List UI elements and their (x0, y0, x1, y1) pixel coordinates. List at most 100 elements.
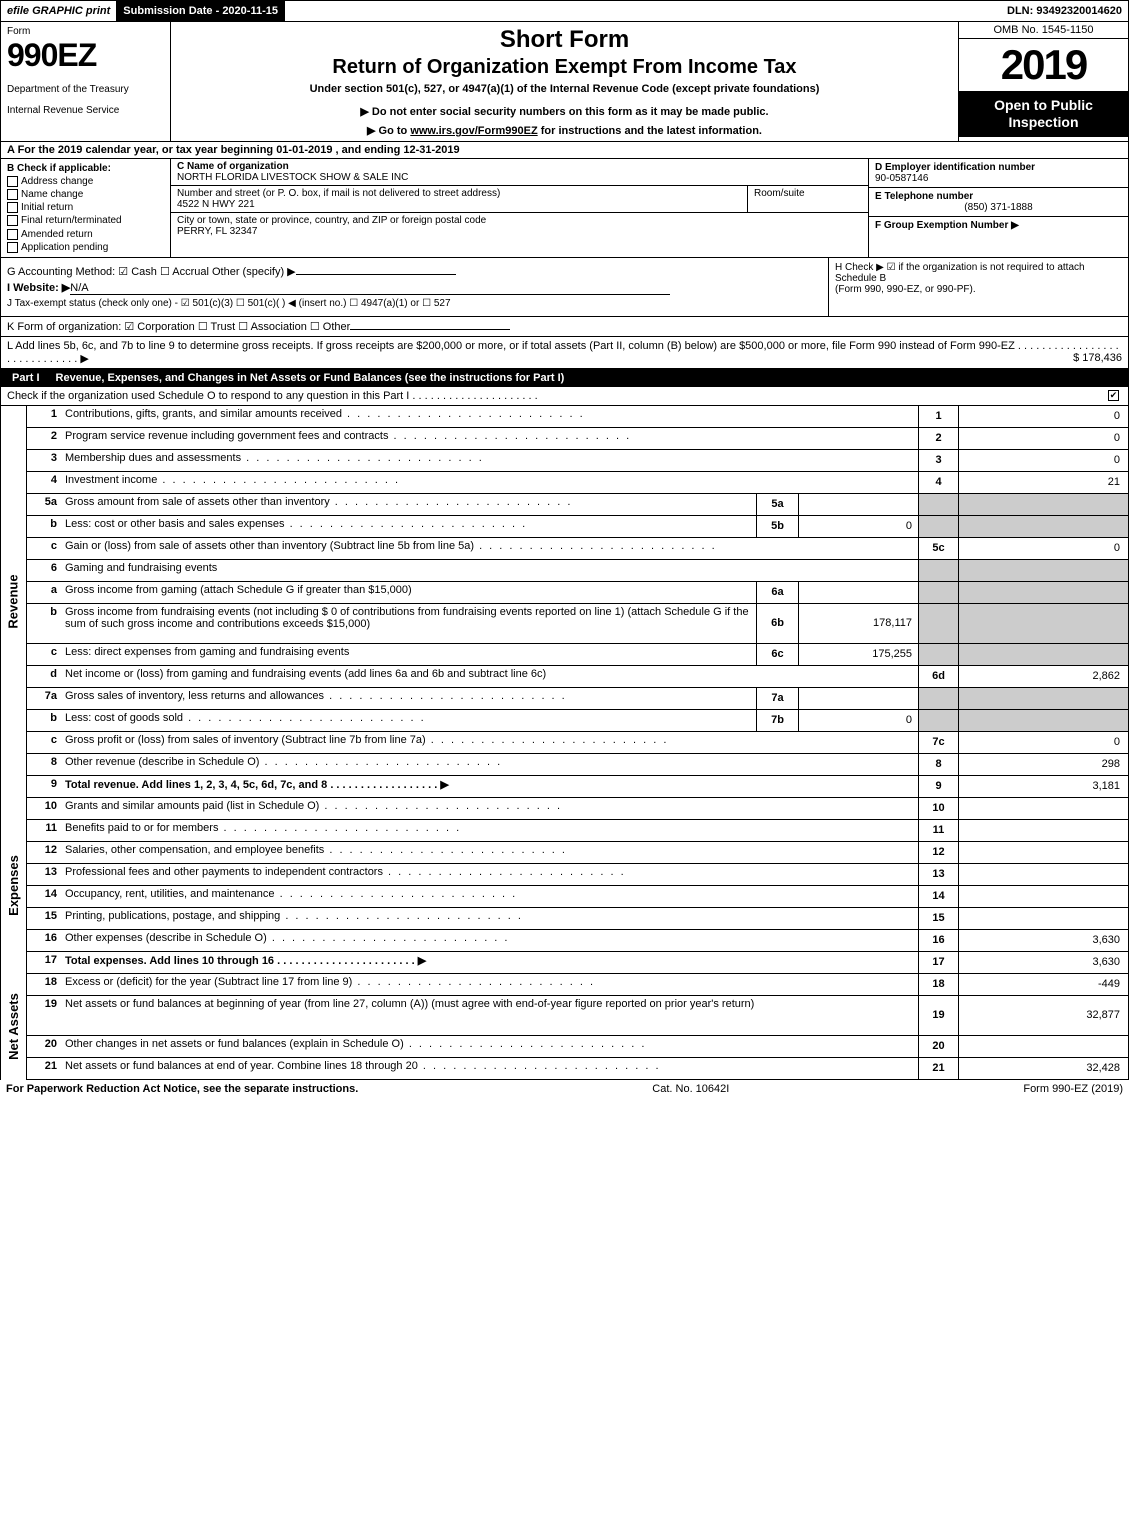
cb-initial-return[interactable]: Initial return (7, 202, 164, 213)
l20-lineno: 20 (918, 1036, 958, 1057)
revenue-section: Revenue 1Contributions, gifts, grants, a… (0, 406, 1129, 798)
other-specify-line[interactable] (296, 274, 456, 275)
line-6c: cLess: direct expenses from gaming and f… (27, 644, 1128, 666)
address-row: Number and street (or P. O. box, if mail… (171, 186, 868, 213)
cb-address-change-label: Address change (21, 176, 93, 187)
l1-val: 0 (958, 406, 1128, 427)
l6-num: 6 (27, 560, 61, 581)
l7a-val (958, 688, 1128, 709)
l9-desc: Total revenue. Add lines 1, 2, 3, 4, 5c,… (61, 776, 918, 797)
l4-val: 21 (958, 472, 1128, 493)
k-other-line[interactable] (350, 329, 510, 330)
cb-amended-return[interactable]: Amended return (7, 229, 164, 240)
line-7b: bLess: cost of goods sold7b0 (27, 710, 1128, 732)
l6-desc: Gaming and fundraising events (61, 560, 918, 581)
part1-check-row: Check if the organization used Schedule … (0, 387, 1129, 406)
l3-val: 0 (958, 450, 1128, 471)
netassets-side-label: Net Assets (1, 974, 27, 1080)
line-3: 3Membership dues and assessments30 (27, 450, 1128, 472)
line-19: 19Net assets or fund balances at beginni… (27, 996, 1128, 1036)
l5a-mini: 5a (756, 494, 798, 515)
line-7c: cGross profit or (loss) from sales of in… (27, 732, 1128, 754)
city-value: PERRY, FL 32347 (177, 226, 862, 237)
form-ref: Form 990-EZ (2019) (1023, 1083, 1123, 1095)
l14-val (958, 886, 1128, 907)
l17-val: 3,630 (958, 952, 1128, 973)
line-i: I Website: ▶N/A (7, 281, 822, 295)
revenue-side-label: Revenue (1, 406, 27, 798)
l10-desc: Grants and similar amounts paid (list in… (61, 798, 918, 819)
group-exemption-label: F Group Exemption Number ▶ (875, 220, 1019, 231)
entity-block: B Check if applicable: Address change Na… (0, 159, 1129, 258)
dept-treasury: Department of the Treasury (7, 84, 164, 95)
l7a-lineno (918, 688, 958, 709)
l5c-desc: Gain or (loss) from sale of assets other… (61, 538, 918, 559)
line-15: 15Printing, publications, postage, and s… (27, 908, 1128, 930)
box-b: B Check if applicable: Address change Na… (1, 159, 171, 257)
l19-val: 32,877 (958, 996, 1128, 1035)
line-20: 20Other changes in net assets or fund ba… (27, 1036, 1128, 1058)
street-label: Number and street (or P. O. box, if mail… (177, 188, 741, 199)
part1-checkbox[interactable] (1108, 390, 1119, 401)
room-cell: Room/suite (748, 186, 868, 212)
ghij-block: G Accounting Method: ☑ Cash ☐ Accrual Ot… (0, 258, 1129, 317)
line-13: 13Professional fees and other payments t… (27, 864, 1128, 886)
expenses-table: 10Grants and similar amounts paid (list … (27, 798, 1128, 974)
l6a-val (958, 582, 1128, 603)
line-8: 8Other revenue (describe in Schedule O)8… (27, 754, 1128, 776)
line-2: 2Program service revenue including gover… (27, 428, 1128, 450)
ssn-warning: ▶ Do not enter social security numbers o… (179, 105, 950, 118)
l6c-num: c (27, 644, 61, 665)
l15-lineno: 15 (918, 908, 958, 929)
under-section: Under section 501(c), 527, or 4947(a)(1)… (179, 83, 950, 95)
line-9: 9Total revenue. Add lines 1, 2, 3, 4, 5c… (27, 776, 1128, 798)
goto-link[interactable]: www.irs.gov/Form990EZ (410, 125, 537, 137)
l6a-desc: Gross income from gaming (attach Schedul… (61, 582, 756, 603)
l7b-val (958, 710, 1128, 731)
l6b-mval: 178,117 (798, 604, 918, 643)
l19-num: 19 (27, 996, 61, 1035)
header-right: OMB No. 1545-1150 2019 Open to Public In… (958, 22, 1128, 141)
l6b-desc: Gross income from fundraising events (no… (61, 604, 756, 643)
l5a-lineno (918, 494, 958, 515)
goto-line: ▶ Go to www.irs.gov/Form990EZ for instru… (179, 124, 950, 137)
cb-initial-return-label: Initial return (21, 202, 73, 213)
box-d-e-f: D Employer identification number 90-0587… (868, 159, 1128, 257)
l6b-val (958, 604, 1128, 643)
ein-value: 90-0587146 (875, 173, 1122, 184)
l18-lineno: 18 (918, 974, 958, 995)
l5a-mval (798, 494, 918, 515)
l14-desc: Occupancy, rent, utilities, and maintena… (61, 886, 918, 907)
cb-address-change[interactable]: Address change (7, 176, 164, 187)
l16-val: 3,630 (958, 930, 1128, 951)
l9-lineno: 9 (918, 776, 958, 797)
line-j: J Tax-exempt status (check only one) - ☑… (7, 298, 822, 309)
h-line2: (Form 990, 990-EZ, or 990-PF). (835, 284, 1122, 295)
cb-name-change[interactable]: Name change (7, 189, 164, 200)
cb-application-pending[interactable]: Application pending (7, 242, 164, 253)
efile-print[interactable]: efile GRAPHIC print (1, 1, 117, 21)
omb-number: OMB No. 1545-1150 (959, 22, 1128, 39)
l16-num: 16 (27, 930, 61, 951)
revenue-label-text: Revenue (6, 575, 21, 629)
tel-value: (850) 371-1888 (875, 202, 1122, 213)
l6d-lineno: 6d (918, 666, 958, 687)
line-5a: 5aGross amount from sale of assets other… (27, 494, 1128, 516)
part1-check-text: Check if the organization used Schedule … (7, 390, 1108, 402)
box-b-header: B Check if applicable: (7, 163, 164, 174)
org-name-cell: C Name of organization NORTH FLORIDA LIV… (171, 159, 868, 186)
h-line1: H Check ▶ ☑ if the organization is not r… (835, 262, 1122, 284)
l6c-mval: 175,255 (798, 644, 918, 665)
line-12: 12Salaries, other compensation, and empl… (27, 842, 1128, 864)
cb-final-return[interactable]: Final return/terminated (7, 215, 164, 226)
l11-num: 11 (27, 820, 61, 841)
l7b-desc: Less: cost of goods sold (61, 710, 756, 731)
l12-val (958, 842, 1128, 863)
line-18: 18Excess or (deficit) for the year (Subt… (27, 974, 1128, 996)
expenses-section: Expenses 10Grants and similar amounts pa… (0, 798, 1129, 974)
l7c-num: c (27, 732, 61, 753)
l6a-mini: 6a (756, 582, 798, 603)
line-10: 10Grants and similar amounts paid (list … (27, 798, 1128, 820)
ein-cell: D Employer identification number 90-0587… (869, 159, 1128, 188)
l20-desc: Other changes in net assets or fund bala… (61, 1036, 918, 1057)
